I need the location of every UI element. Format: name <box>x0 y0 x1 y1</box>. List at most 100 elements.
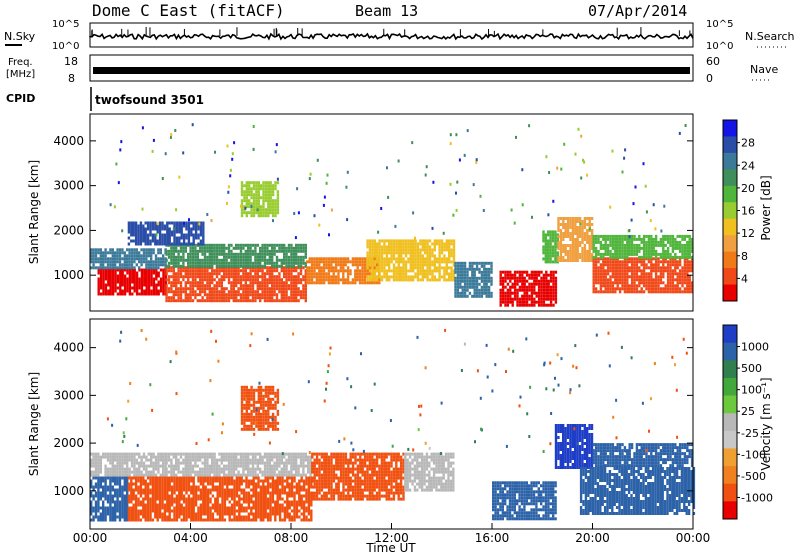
power-cell <box>177 269 180 273</box>
velocity-cell <box>190 476 193 480</box>
power-cell <box>166 242 169 246</box>
power-cell <box>412 278 415 282</box>
power-cell <box>544 233 547 237</box>
power-cell <box>361 278 364 282</box>
velocity-cell <box>116 488 119 492</box>
velocity-cell <box>127 476 131 480</box>
power-cell <box>578 256 582 259</box>
velocity-cell <box>199 494 203 498</box>
power-cell <box>571 229 575 232</box>
velocity-cell <box>118 479 122 483</box>
power-cell <box>290 275 293 279</box>
power-cell <box>404 242 408 246</box>
power-cell <box>175 258 178 262</box>
power-cell <box>633 284 636 288</box>
power-cell <box>547 282 550 286</box>
power-cell <box>104 292 108 296</box>
power-cell <box>588 250 591 253</box>
power-cell <box>292 255 295 259</box>
velocity-cell <box>145 458 148 462</box>
power-cell <box>445 257 448 261</box>
velocity-cell <box>163 494 167 498</box>
power-cell <box>299 272 303 276</box>
power-cell <box>179 299 183 303</box>
power-cell <box>218 281 221 285</box>
power-cell <box>419 269 422 273</box>
velocity-cell <box>123 512 126 516</box>
power-cell <box>133 280 136 284</box>
power-cell <box>366 257 369 261</box>
power-cell <box>535 270 538 274</box>
power-cell <box>662 246 665 250</box>
power-cell <box>681 246 684 250</box>
power-cell <box>657 287 660 291</box>
power-cell <box>487 261 491 265</box>
power-cell <box>635 269 639 273</box>
power-cell <box>257 193 260 197</box>
power-cell <box>306 275 309 279</box>
power-point <box>172 227 175 231</box>
power-cell <box>635 275 639 279</box>
power-cell <box>203 243 207 247</box>
power-cell <box>383 257 386 261</box>
power-cell <box>528 294 531 298</box>
power-cell <box>650 252 653 256</box>
power-cell <box>438 248 441 252</box>
power-cell <box>111 248 114 252</box>
power-cell <box>206 246 209 250</box>
power-point <box>588 227 591 231</box>
power-cell <box>142 254 146 258</box>
power-cell <box>647 281 651 285</box>
power-cell <box>182 255 185 259</box>
power-cell <box>438 257 441 261</box>
power-cell <box>428 260 432 264</box>
power-cell <box>94 260 98 264</box>
power-point <box>580 134 583 138</box>
power-cell <box>240 190 244 194</box>
power-cell <box>199 275 202 279</box>
velocity-cell <box>126 485 129 489</box>
power-cell <box>306 266 309 270</box>
power-cell <box>215 269 219 273</box>
power-cell <box>179 269 183 273</box>
velocity-cell <box>197 512 200 516</box>
power-cell <box>121 266 124 270</box>
power-cell <box>250 190 253 194</box>
power-cell <box>454 282 457 286</box>
power-point <box>170 133 173 137</box>
power-cell <box>452 251 456 255</box>
power-cell <box>147 292 151 296</box>
power-cell <box>397 260 400 264</box>
power-cell <box>654 263 658 267</box>
velocity-cell <box>130 491 133 495</box>
power-cell <box>180 227 183 231</box>
power-cell <box>542 245 545 249</box>
power-cell <box>373 251 376 255</box>
power-cell <box>471 270 474 274</box>
power-cell <box>621 243 624 247</box>
power-cell <box>599 266 603 270</box>
velocity-cell <box>145 455 148 459</box>
velocity-cell <box>142 476 145 480</box>
power-cell <box>525 303 529 307</box>
power-cell <box>165 258 168 262</box>
power-point <box>456 180 459 184</box>
power-cell <box>681 243 684 247</box>
power-cell <box>230 284 233 288</box>
power-cell <box>271 252 274 256</box>
power-point <box>513 221 516 225</box>
power-point <box>275 143 278 147</box>
power-cell <box>602 237 605 241</box>
velocity-cell <box>118 452 122 456</box>
power-cell <box>428 278 432 282</box>
power-cell <box>276 190 280 194</box>
power-cell <box>152 277 156 281</box>
power-cell <box>121 248 124 252</box>
velocity-cell <box>127 506 131 510</box>
power-cell <box>463 282 467 286</box>
power-cell <box>162 280 165 284</box>
power-cell <box>202 224 205 228</box>
power-cell <box>599 234 603 238</box>
nsky-panel <box>89 22 694 48</box>
velocity-cell <box>202 503 205 507</box>
